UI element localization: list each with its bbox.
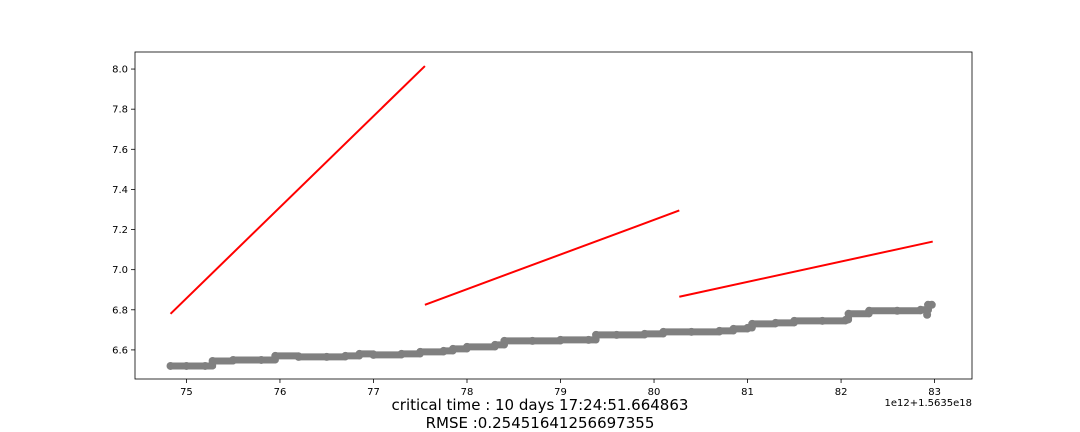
observed-point: [397, 349, 406, 358]
observed-point: [491, 340, 500, 349]
y-tick-label: 7.6: [112, 145, 128, 156]
observed-point: [322, 352, 331, 361]
observed-point: [790, 316, 799, 325]
observed-point: [659, 327, 668, 336]
observed-point: [687, 327, 696, 336]
x-tick-label: 83: [928, 387, 941, 398]
plot-area-background: [135, 52, 972, 379]
observed-point: [439, 346, 448, 355]
observed-point: [416, 347, 425, 356]
x-tick-label: 76: [274, 387, 287, 398]
observed-point: [729, 324, 738, 333]
x-tick-label: 75: [180, 387, 193, 398]
observed-point: [500, 336, 509, 345]
observed-point: [916, 305, 925, 314]
observed-outlier-point: [923, 310, 932, 319]
x-tick-label: 82: [835, 387, 848, 398]
x-tick-label: 78: [461, 387, 474, 398]
x-tick-label: 81: [741, 387, 754, 398]
observed-point: [369, 350, 378, 359]
x-offset-label: 1e12+1.5635e18: [885, 398, 973, 409]
fit-line-2: [424, 209, 680, 306]
y-tick-label: 7.2: [112, 225, 128, 236]
plot-frame: [134, 51, 973, 380]
observed-point: [257, 355, 266, 364]
observed-point: [208, 356, 217, 365]
observed-point: [528, 336, 537, 345]
y-axis: 6.6 6.8 7.0 7.2 7.4 7.6 7.8 8.0: [112, 65, 135, 356]
observed-point: [640, 329, 649, 338]
rmse-caption: RMSE :0.25451641256697355: [425, 414, 655, 432]
observed-point: [294, 352, 303, 361]
observed-point: [584, 335, 593, 344]
x-tick-label: 79: [554, 387, 567, 398]
fit-line-3: [679, 240, 933, 298]
y-tick-label: 6.6: [112, 345, 128, 356]
fit-line-1: [169, 65, 426, 315]
observed-point: [612, 330, 621, 339]
observed-point: [818, 316, 827, 325]
observed-point: [841, 315, 850, 324]
y-tick-label: 7.4: [112, 185, 128, 196]
observed-point: [771, 318, 780, 327]
y-tick-label: 7.8: [112, 105, 128, 116]
observed-point: [271, 351, 280, 360]
observed-point: [462, 342, 471, 351]
critical-time-caption: critical time : 10 days 17:24:51.664863: [391, 396, 689, 414]
y-tick-label: 8.0: [112, 65, 128, 76]
x-tick-label: 80: [648, 387, 661, 398]
observed-point: [592, 330, 601, 339]
observed-point: [927, 300, 936, 309]
observed-point: [715, 326, 724, 335]
observed-point: [844, 309, 853, 318]
x-axis: 75 76 77 78 79 80 81 82 83: [180, 379, 941, 398]
observed-series: [166, 300, 936, 370]
observed-point: [865, 306, 874, 315]
y-tick-label: 6.8: [112, 305, 128, 316]
y-tick-label: 7.0: [112, 265, 128, 276]
observed-point: [556, 335, 565, 344]
observed-point: [229, 355, 238, 364]
x-tick-label: 77: [367, 387, 380, 398]
observed-point: [182, 361, 191, 370]
observed-point: [166, 361, 175, 370]
fit-lines: [169, 65, 933, 315]
observed-point: [448, 344, 457, 353]
observed-point: [201, 361, 210, 370]
observed-point: [341, 351, 350, 360]
observed-point: [893, 306, 902, 315]
observed-point: [748, 319, 757, 328]
observed-point: [355, 349, 364, 358]
